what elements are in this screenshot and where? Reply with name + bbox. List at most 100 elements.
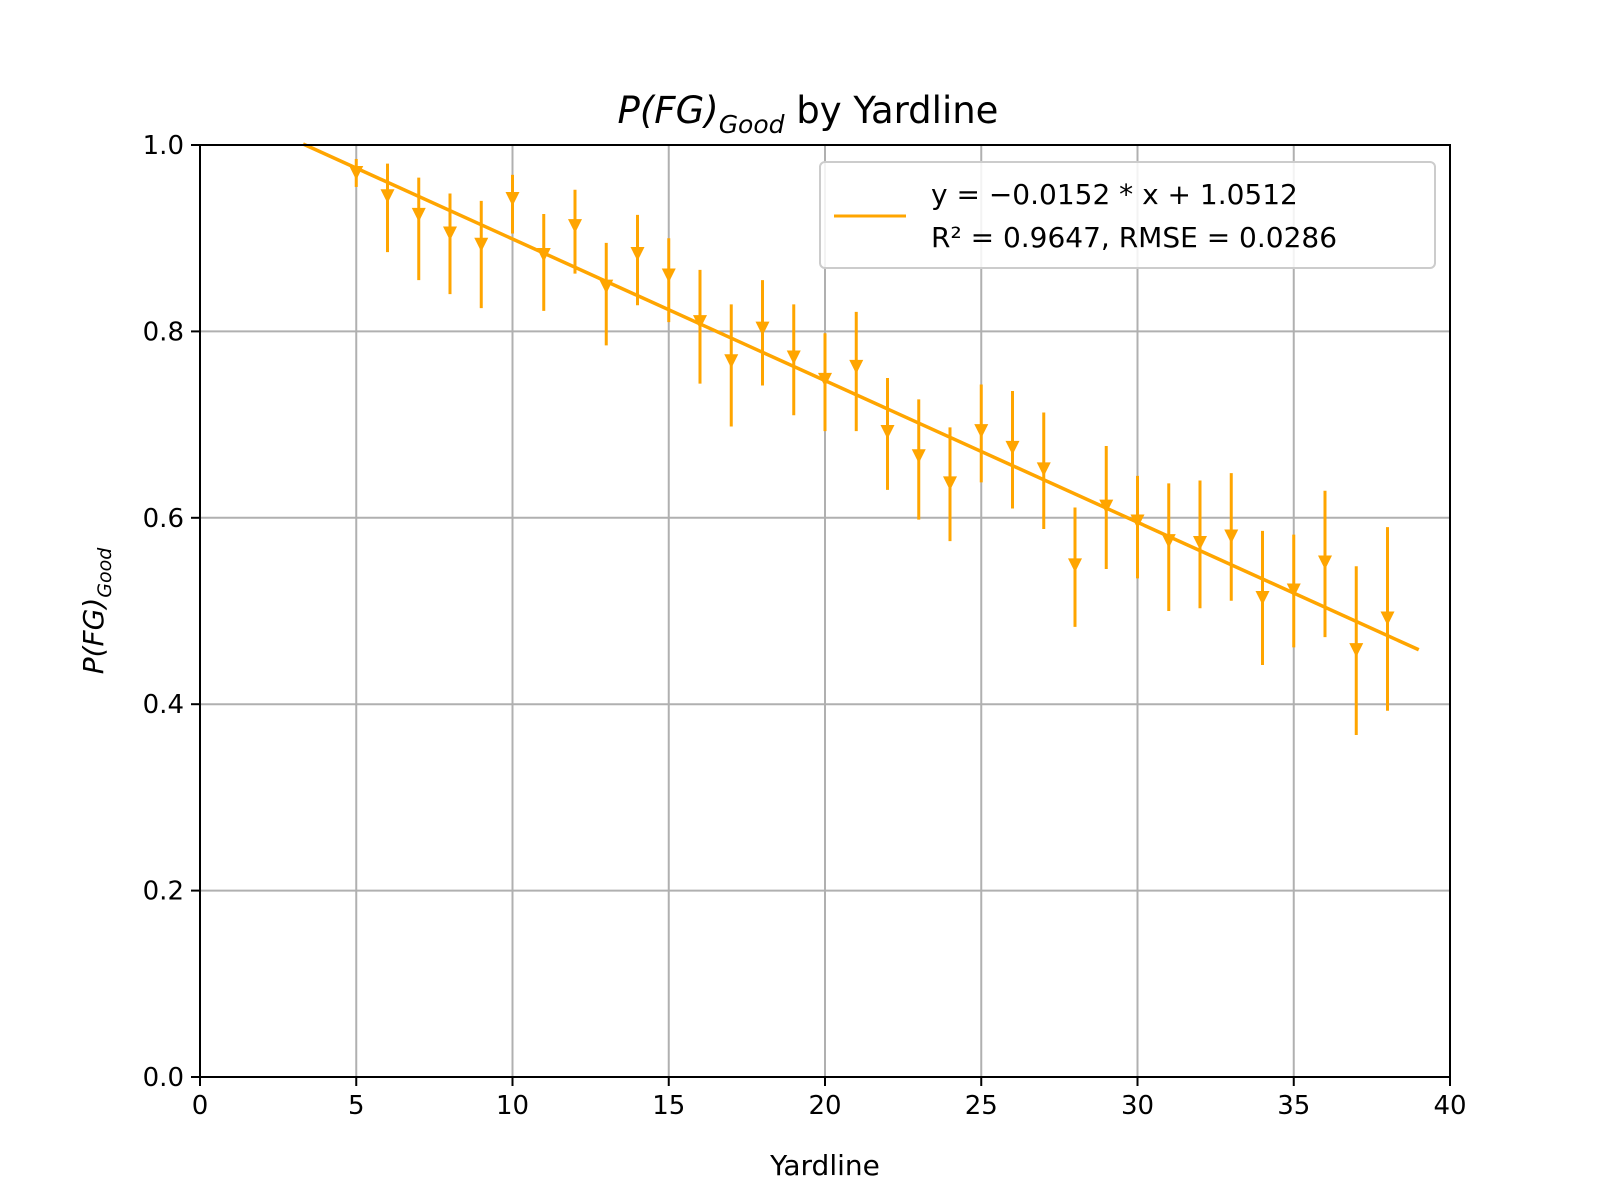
- point-marker: [755, 321, 770, 336]
- point-marker: [1318, 555, 1332, 570]
- point-marker: [1130, 514, 1145, 529]
- point-marker: [536, 247, 551, 262]
- point-marker: [911, 449, 926, 464]
- data-point: [443, 193, 457, 295]
- data-point: [1349, 566, 1364, 735]
- grid: [199, 144, 1451, 1078]
- y-tick-label: 0.2: [143, 877, 184, 907]
- point-marker: [630, 247, 645, 262]
- data-point: [974, 384, 989, 483]
- point-marker: [1068, 558, 1082, 573]
- point-marker: [1193, 535, 1207, 550]
- data-point: [599, 242, 614, 346]
- data-point: [380, 163, 395, 253]
- y-tick-label: 1.0: [143, 131, 184, 161]
- data-point: [1005, 391, 1020, 509]
- y-tick-label: 0.8: [143, 317, 184, 347]
- data-point: [1161, 483, 1176, 611]
- fit-line: [302, 142, 1420, 652]
- data-point: [661, 238, 676, 323]
- data-point: [568, 189, 582, 274]
- chart-title: P(FG)Good by Yardline: [618, 89, 999, 139]
- x-tick-label: 0: [192, 1091, 209, 1121]
- point-marker: [786, 350, 801, 365]
- data-point: [880, 378, 895, 490]
- data-point: [786, 304, 801, 416]
- x-tick-label: 30: [1121, 1091, 1154, 1121]
- legend-box: [819, 161, 1436, 269]
- point-marker: [1161, 534, 1176, 549]
- data-point: [1255, 530, 1270, 666]
- data-point: [1068, 507, 1082, 627]
- point-marker: [818, 372, 832, 387]
- point-marker: [1349, 643, 1364, 658]
- y-axis-label-subscript: Good: [94, 547, 116, 598]
- x-tick-label: 35: [1277, 1091, 1310, 1121]
- data-point: [505, 174, 520, 234]
- data-point: [349, 158, 364, 187]
- point-marker: [1224, 529, 1239, 544]
- point-marker: [661, 268, 676, 283]
- y-axis-label-main: P(FG): [77, 598, 110, 675]
- data-points: [349, 158, 1395, 735]
- point-marker: [1005, 440, 1020, 455]
- data-point: [755, 280, 770, 386]
- x-tick-label: 40: [1433, 1091, 1466, 1121]
- data-point: [693, 269, 707, 384]
- point-marker: [724, 354, 739, 369]
- legend-line2: R² = 0.9647, RMSE = 0.0286: [931, 221, 1337, 254]
- data-point: [943, 427, 957, 542]
- point-marker: [1380, 611, 1395, 626]
- legend: y = −0.0152 * x + 1.0512 R² = 0.9647, RM…: [819, 161, 1436, 269]
- point-marker: [1255, 590, 1270, 605]
- plot-frame: [199, 144, 1451, 1078]
- point-marker: [880, 425, 895, 440]
- data-point: [536, 213, 551, 311]
- point-marker: [599, 279, 614, 294]
- y-axis-label: P(FG)Good: [77, 547, 116, 675]
- data-point: [911, 399, 926, 520]
- point-marker: [1099, 499, 1114, 514]
- y-tick-label: 0.4: [143, 690, 184, 720]
- fit-line-layer: [302, 142, 1420, 652]
- data-point: [474, 200, 489, 309]
- point-marker: [568, 219, 582, 234]
- point-marker: [849, 359, 864, 374]
- data-point: [849, 311, 864, 432]
- x-tick-label: 20: [808, 1091, 841, 1121]
- data-point: [1193, 480, 1207, 609]
- chart-title-subscript: Good: [719, 110, 785, 139]
- data-point: [1286, 534, 1301, 648]
- point-marker: [505, 192, 520, 207]
- y-tick-label: 0.6: [143, 504, 184, 534]
- chart-title-main: P(FG): [618, 89, 719, 132]
- x-tick-label: 10: [496, 1091, 529, 1121]
- point-marker: [1036, 462, 1051, 477]
- point-marker: [380, 189, 395, 204]
- data-point: [630, 214, 645, 306]
- point-marker: [693, 315, 707, 330]
- data-point: [724, 304, 739, 427]
- point-marker: [443, 226, 457, 241]
- legend-line1: y = −0.0152 * x + 1.0512: [931, 178, 1298, 211]
- data-point: [411, 177, 426, 281]
- data-point: [818, 333, 832, 432]
- x-tick-label: 15: [652, 1091, 685, 1121]
- data-point: [1036, 412, 1051, 529]
- point-marker: [1286, 583, 1301, 598]
- x-tick-label: 25: [965, 1091, 998, 1121]
- x-axis-label: Yardline: [769, 1149, 880, 1182]
- point-marker: [974, 424, 989, 439]
- point-marker: [411, 207, 426, 222]
- point-marker: [474, 237, 489, 252]
- point-marker: [349, 165, 364, 180]
- y-tick-label: 0.0: [143, 1063, 184, 1093]
- point-marker: [943, 476, 957, 491]
- x-tick-label: 5: [348, 1091, 365, 1121]
- chart-title-suffix: by Yardline: [785, 89, 999, 132]
- data-point: [1130, 475, 1145, 579]
- data-point: [1099, 446, 1114, 570]
- data-point: [1380, 527, 1395, 711]
- axis-ticks: 0 5 10 15 20 25 30 35 40 0.0 0.2 0.4 0.6 0.8 1.0: [143, 131, 1467, 1121]
